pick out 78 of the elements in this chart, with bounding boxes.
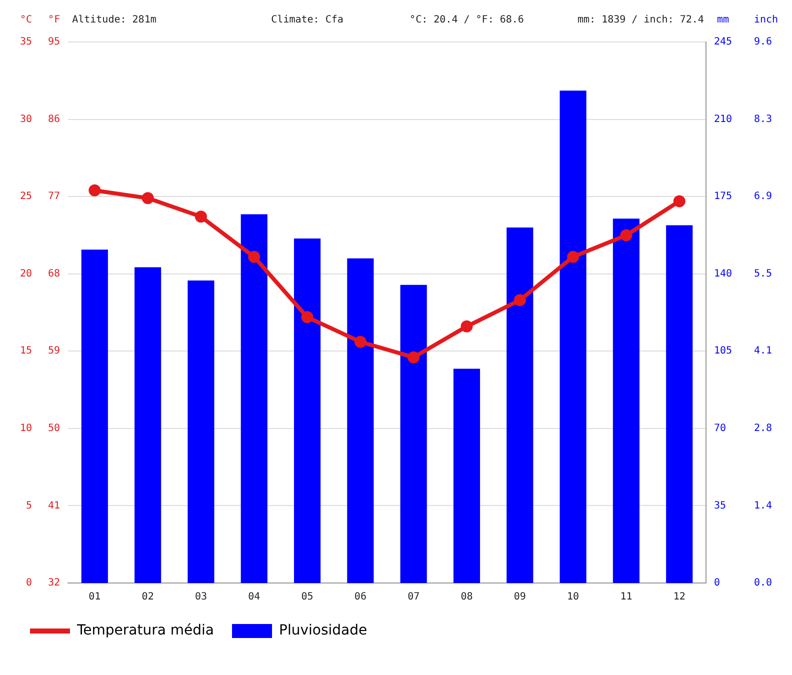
point [142, 192, 154, 204]
x-tick-label: 06 [354, 592, 366, 603]
point [248, 250, 260, 263]
y-tick-label: 15 [20, 346, 32, 357]
x-tick-label: 02 [142, 592, 154, 603]
text: inch [754, 14, 778, 26]
bar [81, 250, 108, 583]
y3-tick-label: 32 [48, 578, 60, 589]
y-tick-label: 20 [20, 268, 32, 280]
y-axis-title: °C [20, 14, 32, 26]
bar [506, 227, 534, 583]
x-tick-label: 12 [673, 592, 686, 603]
text: 2.8 [754, 423, 772, 434]
y3-tick-label: 95 [48, 36, 60, 48]
text: 0.0 [754, 578, 772, 589]
y2-tick-label: 140 [714, 268, 732, 280]
x-tick-label: 08 [460, 592, 473, 603]
bar [347, 258, 374, 583]
text: 9.6 [754, 36, 772, 48]
y3-tick-label: 59 [48, 346, 60, 357]
text: 1.4 [754, 500, 772, 512]
y2-axis-title: mm [716, 14, 729, 26]
y-tick-label: 0 [26, 578, 32, 589]
point [620, 229, 632, 242]
y-tick-label: 30 [20, 114, 32, 125]
x-tick-label: 01 [88, 592, 101, 603]
point [514, 294, 526, 306]
x-tick-label: 10 [567, 592, 580, 603]
text: mm: 1839 / inch: 72.4 [578, 14, 704, 26]
point [567, 250, 580, 263]
x-tick-label: 05 [301, 592, 314, 603]
text: Altitude: 281m [72, 14, 156, 26]
point [673, 195, 686, 208]
point [88, 184, 101, 196]
y-tick-label: 25 [20, 191, 32, 202]
point [354, 336, 366, 348]
x-tick-label: 09 [514, 592, 526, 603]
y2-tick-label: 35 [714, 500, 726, 512]
text: Climate: Cfa [271, 14, 344, 26]
bar [400, 284, 427, 583]
text: 6.9 [754, 191, 772, 202]
y3-tick-label: 77 [48, 191, 60, 202]
bar [134, 267, 162, 583]
y2-tick-label: 105 [714, 346, 732, 357]
x-tick-label: 04 [248, 592, 260, 603]
bar [188, 280, 214, 583]
y2-tick-label: 175 [714, 191, 732, 202]
bar [612, 218, 640, 583]
point [194, 210, 207, 223]
y-tick-label: 10 [20, 423, 32, 434]
y2-tick-label: 0 [714, 578, 720, 589]
x-tick-label: 07 [408, 592, 420, 603]
y3-tick-label: 41 [48, 500, 60, 512]
y2-tick-label: 70 [714, 423, 726, 434]
bar [294, 238, 321, 583]
point [408, 351, 420, 364]
text: 4.1 [754, 346, 772, 357]
point [301, 311, 314, 324]
legend-label: Pluviosidade [279, 622, 368, 639]
point [460, 320, 473, 332]
bar [560, 90, 586, 583]
y-tick-label: 5 [26, 500, 32, 512]
text: 5.5 [754, 268, 772, 280]
bar [453, 368, 480, 583]
y2-tick-label: 210 [714, 114, 732, 125]
y-tick-label: 35 [20, 36, 32, 48]
y2-tick-label: 245 [714, 36, 732, 48]
text: °C: 20.4 / °F: 68.6 [410, 14, 524, 26]
bar [240, 214, 268, 583]
y3-axis-title: °F [48, 14, 60, 26]
x-tick-label: 03 [194, 592, 207, 603]
y3-tick-label: 50 [48, 423, 60, 434]
bar [666, 225, 693, 583]
y3-tick-label: 86 [48, 114, 60, 125]
y3-tick-label: 68 [48, 268, 60, 280]
legend-label: Temperatura média [76, 622, 214, 639]
x-tick-label: 11 [620, 592, 632, 603]
text: 8.3 [754, 114, 772, 125]
